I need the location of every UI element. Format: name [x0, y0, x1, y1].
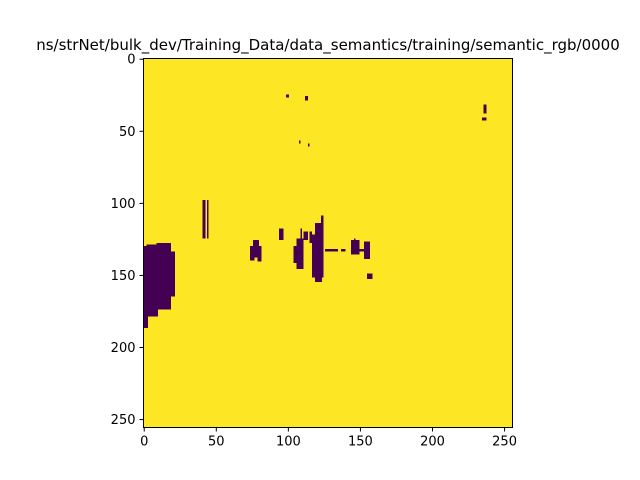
plot-area — [143, 58, 513, 428]
segment-region-27 — [304, 95, 308, 101]
segment-region-15 — [312, 234, 317, 278]
segment-region-29 — [307, 143, 310, 147]
chart-title: ns/strNet/bulk_dev/Training_Data/data_se… — [36, 36, 620, 55]
segment-region-11 — [296, 238, 304, 269]
segment-region-10 — [293, 245, 298, 264]
segment-region-17 — [320, 215, 324, 278]
y-tick-label: 100 — [111, 197, 136, 212]
segment-region-3 — [169, 251, 176, 297]
y-tick-label: 50 — [119, 125, 136, 140]
regions-layer — [143, 94, 487, 329]
image-background — [143, 58, 513, 428]
segment-region-22 — [353, 238, 356, 242]
y-axis: 0 50 100 150 200 250 — [111, 53, 144, 428]
segment-region-5 — [206, 199, 209, 239]
segment-region-13 — [303, 231, 308, 241]
segment-region-31 — [482, 117, 487, 121]
y-tick-label: 200 — [111, 341, 136, 356]
segment-region-26 — [286, 94, 290, 98]
segment-region-2 — [156, 243, 171, 310]
segment-region-20 — [340, 248, 346, 252]
segment-region-21 — [351, 240, 360, 255]
x-tick-label: 150 — [348, 435, 373, 450]
segment-region-30 — [483, 104, 487, 114]
y-tick-label: 150 — [111, 269, 136, 284]
segment-region-24 — [364, 241, 370, 259]
segment-region-25 — [366, 273, 373, 280]
segment-region-18 — [315, 245, 318, 251]
segment-region-16 — [315, 222, 323, 282]
segment-region-23 — [359, 248, 367, 252]
axes-frame — [143, 58, 513, 428]
x-tick-label: 200 — [420, 435, 445, 450]
y-tick-label: 0 — [127, 53, 135, 68]
segment-region-12 — [300, 228, 303, 241]
x-tick-label: 250 — [492, 435, 517, 450]
y-tick-label: 250 — [111, 413, 136, 428]
segment-region-28 — [299, 140, 301, 144]
x-axis: 0 50 100 150 200 250 — [140, 427, 517, 450]
segment-region-0 — [143, 245, 148, 329]
segment-region-6 — [250, 245, 255, 261]
segment-region-19 — [325, 248, 339, 252]
segment-region-9 — [278, 228, 284, 241]
segment-region-7 — [253, 240, 259, 258]
segment-region-8 — [257, 245, 262, 262]
x-tick-label: 0 — [140, 435, 148, 450]
segment-region-4 — [202, 199, 206, 239]
segment-region-14 — [309, 231, 313, 243]
x-tick-label: 50 — [208, 435, 225, 450]
x-tick-label: 100 — [276, 435, 301, 450]
segment-region-1 — [146, 244, 158, 317]
